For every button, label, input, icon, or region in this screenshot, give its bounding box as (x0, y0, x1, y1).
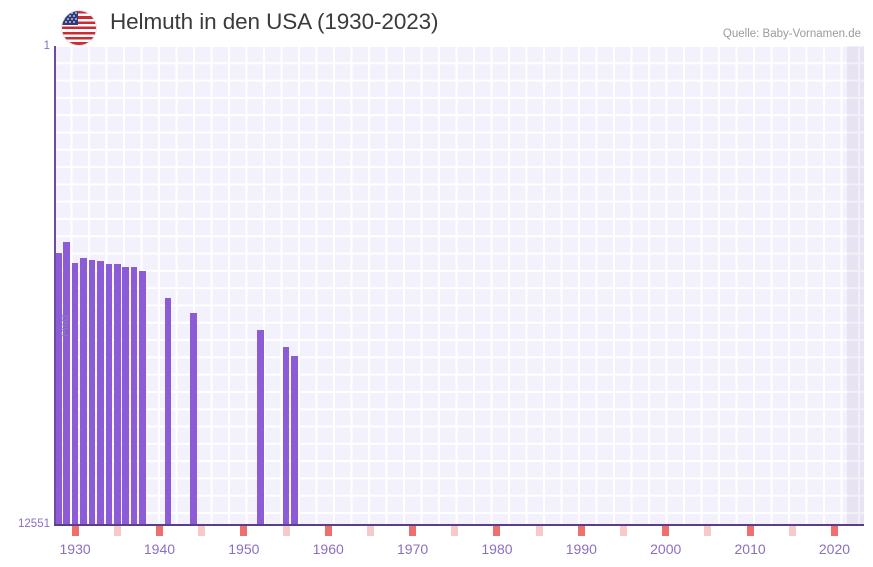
us-flag-icon (62, 11, 96, 45)
x-tick-mark-1995 (620, 526, 628, 536)
bar-1931[interactable] (80, 257, 87, 525)
x-axis-line (54, 524, 864, 526)
x-tick-label-1990: 1990 (565, 541, 597, 557)
source-note: Quelle: Baby-Vornamen.de (722, 28, 861, 40)
bar-series-layer (54, 46, 864, 525)
bar-1938[interactable] (139, 270, 146, 525)
bar-1952[interactable] (257, 330, 264, 525)
plot-area: Platz (54, 46, 864, 525)
chart-header: Helmuth in den USA (1930-2023) Quelle: B… (0, 0, 873, 46)
x-tick-label-1960: 1960 (312, 541, 344, 557)
x-tick-mark-1965 (366, 526, 374, 536)
x-tick-mark-1950 (240, 526, 248, 536)
y-axis-title: Platz (59, 313, 71, 337)
x-tick-label-1940: 1940 (143, 541, 176, 557)
y-axis-line (54, 46, 56, 525)
x-tick-label-1980: 1980 (481, 541, 513, 557)
x-tick-mark-2010 (746, 526, 754, 536)
x-tick-mark-1985 (535, 526, 543, 536)
x-tick-mark-1955 (282, 526, 290, 536)
x-tick-mark-1935 (113, 526, 121, 536)
bar-1929[interactable] (63, 241, 70, 525)
bar-1936[interactable] (122, 266, 129, 525)
flag-canton (62, 11, 78, 25)
x-tick-label-2010: 2010 (734, 541, 766, 557)
bar-1932[interactable] (88, 259, 96, 525)
page-title: Helmuth in den USA (1930-2023) (110, 9, 439, 34)
x-tick-mark-2000 (662, 526, 670, 536)
x-tick-mark-1960 (324, 526, 332, 536)
bar-1933[interactable] (97, 261, 104, 525)
x-axis-ticks: 1930 1940 1950 1960 1970 1980 1990 2000 2010 2020 (54, 526, 864, 567)
bar-1934[interactable] (105, 264, 113, 525)
x-tick-mark-2020 (830, 526, 838, 536)
x-tick-mark-1945 (198, 526, 206, 536)
x-tick-mark-1975 (451, 526, 459, 536)
x-tick-mark-1940 (155, 526, 163, 536)
x-tick-mark-1970 (409, 526, 417, 536)
x-tick-mark-1930 (71, 526, 79, 536)
bar-1944[interactable] (189, 313, 197, 525)
x-tick-mark-2005 (704, 526, 712, 536)
bar-1955[interactable] (282, 346, 290, 525)
x-tick-label-1950: 1950 (228, 541, 260, 557)
x-tick-mark-1980 (493, 526, 501, 536)
x-tick-label-1970: 1970 (397, 541, 429, 557)
plot-grid-background (54, 46, 864, 525)
x-tick-label-2020: 2020 (818, 541, 851, 557)
bar-1930[interactable] (71, 262, 79, 525)
bar-1937[interactable] (130, 267, 138, 525)
x-tick-mark-1990 (577, 526, 585, 536)
x-tick-mark-2015 (788, 526, 796, 536)
bar-1956[interactable] (291, 356, 298, 525)
y-axis-top-label: 1 (43, 40, 50, 52)
x-tick-label-1930: 1930 (59, 541, 91, 557)
x-tick-label-2000: 2000 (650, 541, 682, 557)
bar-1935[interactable] (113, 263, 121, 525)
y-axis-bottom-label: 12551 (18, 518, 50, 530)
bar-1941[interactable] (164, 297, 172, 525)
bar-1928[interactable] (54, 253, 62, 525)
